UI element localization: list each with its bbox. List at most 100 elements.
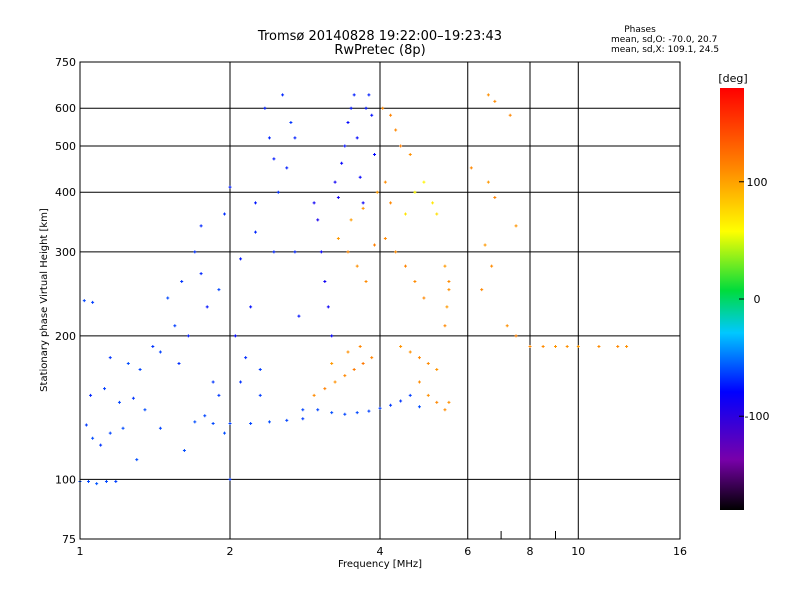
data-point-o bbox=[173, 324, 177, 328]
data-point-o bbox=[293, 136, 297, 140]
data-point-x bbox=[508, 113, 512, 117]
data-point-x bbox=[435, 400, 439, 404]
data-point-o bbox=[326, 305, 330, 309]
data-point-x bbox=[447, 400, 451, 404]
data-point-x bbox=[330, 361, 334, 365]
data-point-x bbox=[486, 180, 490, 184]
data-point-o bbox=[349, 106, 353, 110]
data-point-x bbox=[493, 195, 497, 199]
data-point-o bbox=[104, 479, 108, 483]
data-point-o bbox=[352, 93, 356, 97]
colorbar-tick-label: 0 bbox=[754, 293, 761, 306]
data-point-o bbox=[355, 136, 359, 140]
data-point-o bbox=[84, 423, 88, 427]
y-tick-label: 400 bbox=[55, 186, 76, 199]
data-point-o bbox=[367, 409, 371, 413]
data-point-o bbox=[343, 412, 347, 416]
y-axis-label: Stationary phase Virtual Height [km] bbox=[39, 208, 50, 392]
data-point-x bbox=[323, 387, 327, 391]
data-point-x bbox=[541, 344, 545, 348]
data-point-x bbox=[394, 128, 398, 132]
data-point-o bbox=[131, 396, 135, 400]
data-point-x bbox=[346, 350, 350, 354]
y-tick-label: 75 bbox=[62, 533, 76, 546]
data-point-x bbox=[408, 350, 412, 354]
data-point-o bbox=[346, 121, 350, 125]
data-point-x bbox=[358, 344, 362, 348]
data-point-x bbox=[413, 279, 417, 283]
data-point-o bbox=[340, 161, 344, 165]
data-point-x bbox=[422, 296, 426, 300]
phases-title: Phases bbox=[624, 25, 656, 35]
data-point-x bbox=[469, 166, 473, 170]
data-point-o bbox=[193, 250, 197, 254]
data-point-o bbox=[301, 408, 305, 412]
data-point-o bbox=[272, 250, 276, 254]
data-point-o bbox=[114, 479, 118, 483]
data-point-x bbox=[443, 264, 447, 268]
data-point-o bbox=[108, 356, 112, 360]
data-point-x bbox=[514, 224, 518, 228]
data-point-x bbox=[490, 264, 494, 268]
data-point-o bbox=[126, 361, 130, 365]
data-point-o bbox=[158, 350, 162, 354]
colorbar-tick-label: 100 bbox=[747, 176, 768, 189]
data-point-o bbox=[417, 405, 421, 409]
data-point-o bbox=[143, 408, 147, 412]
data-points bbox=[78, 93, 629, 486]
data-point-x bbox=[408, 152, 412, 156]
data-point-o bbox=[95, 482, 99, 486]
data-point-o bbox=[281, 93, 285, 97]
data-point-o bbox=[373, 152, 377, 156]
x-axis-label: Frequency [MHz] bbox=[338, 559, 422, 570]
data-point-x bbox=[343, 374, 347, 378]
data-point-o bbox=[301, 417, 305, 421]
data-point-x bbox=[493, 99, 497, 103]
data-point-x bbox=[352, 367, 356, 371]
data-point-o bbox=[205, 305, 209, 309]
data-point-o bbox=[166, 296, 170, 300]
data-point-o bbox=[91, 300, 95, 304]
data-point-x bbox=[505, 324, 509, 328]
data-point-x bbox=[381, 106, 385, 110]
data-point-o bbox=[263, 106, 267, 110]
data-point-o bbox=[285, 166, 289, 170]
data-point-x bbox=[333, 380, 337, 384]
data-point-o bbox=[99, 443, 103, 447]
data-point-x bbox=[616, 344, 620, 348]
data-point-o bbox=[177, 361, 181, 365]
data-point-o bbox=[199, 272, 203, 276]
data-point-x bbox=[480, 288, 484, 292]
data-point-x bbox=[336, 236, 340, 240]
x-tick-label: 6 bbox=[464, 545, 471, 558]
y-tick-label: 100 bbox=[55, 473, 76, 486]
data-point-o bbox=[389, 403, 393, 407]
phases-mean-o: mean, sd,O: -70.0, 20.7 bbox=[611, 35, 717, 45]
data-point-x bbox=[370, 356, 374, 360]
data-point-x bbox=[364, 279, 368, 283]
data-point-o bbox=[228, 477, 232, 481]
data-point-o bbox=[319, 250, 323, 254]
data-point-x bbox=[417, 380, 421, 384]
data-point-o bbox=[223, 431, 227, 435]
data-point-o bbox=[358, 175, 362, 179]
data-point-o bbox=[180, 279, 184, 283]
data-point-o bbox=[138, 367, 142, 371]
data-point-o bbox=[193, 420, 197, 424]
data-point-o bbox=[333, 180, 337, 184]
x-tick-label: 2 bbox=[227, 545, 234, 558]
x-tick-label: 4 bbox=[377, 545, 384, 558]
data-point-o bbox=[297, 314, 301, 318]
data-point-o bbox=[276, 190, 280, 194]
data-point-x bbox=[346, 250, 350, 254]
data-point-o bbox=[217, 393, 221, 397]
data-point-x bbox=[625, 344, 629, 348]
y-tick-label: 200 bbox=[55, 330, 76, 343]
data-point-x bbox=[576, 344, 580, 348]
data-point-x bbox=[426, 393, 430, 397]
data-point-x bbox=[565, 344, 569, 348]
y-tick-label: 600 bbox=[55, 102, 76, 115]
y-tick-label: 500 bbox=[55, 140, 76, 153]
data-point-o bbox=[211, 421, 215, 425]
data-point-x bbox=[514, 334, 518, 338]
